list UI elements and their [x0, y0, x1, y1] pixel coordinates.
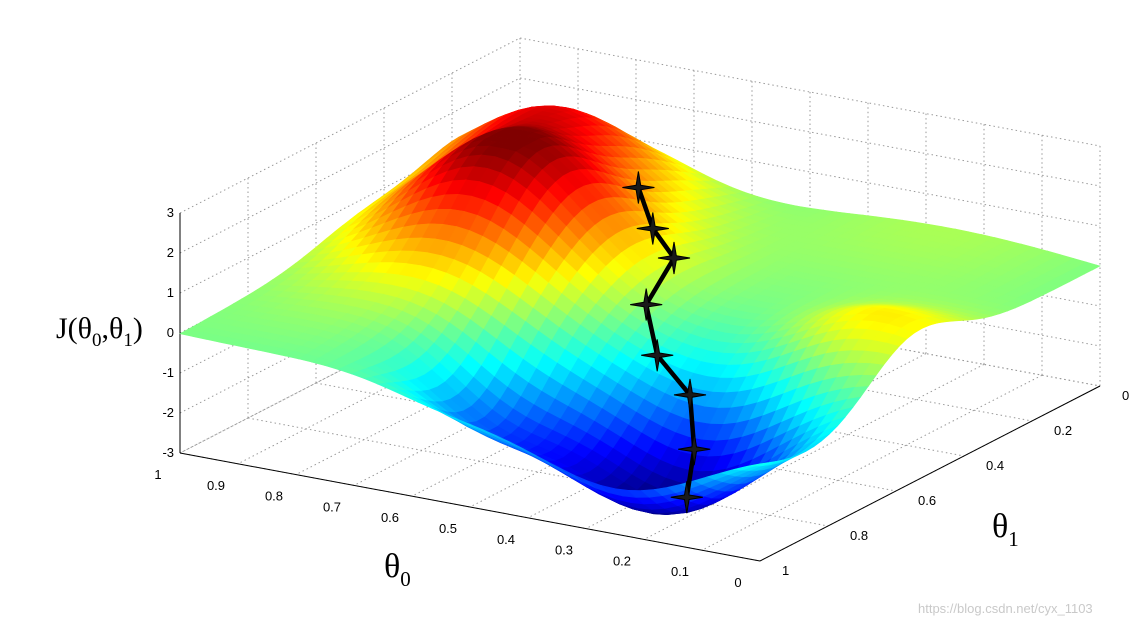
- descent-step-marker: [636, 212, 669, 245]
- x-tick-label: 0.2: [613, 553, 631, 568]
- surface-patch: [746, 462, 768, 467]
- z-tick-label: 1: [167, 285, 174, 300]
- x-tick-label: 0.4: [497, 532, 515, 547]
- x-tick-label: 0.8: [265, 489, 283, 504]
- z-tick-label: -1: [162, 365, 174, 380]
- grid-line: [179, 117, 1101, 294]
- x-tick-label: 0.7: [323, 499, 341, 514]
- x-axis-line: [179, 452, 761, 562]
- y-axis-line: [759, 385, 1101, 562]
- grid-line: [179, 37, 1101, 214]
- grid-line: [383, 347, 965, 457]
- descent-step-marker: [630, 288, 663, 321]
- z-tick-label: -3: [162, 445, 174, 460]
- y-axis-title: θ1: [992, 508, 1019, 551]
- descent-step-marker: [670, 481, 703, 514]
- z-tick-label: -2: [162, 405, 174, 420]
- x-tick-label: 1: [154, 467, 161, 482]
- z-axis-title: J(θ0,θ1): [56, 312, 143, 351]
- y-tick-label: 0.6: [918, 493, 936, 508]
- grid-line: [179, 77, 1101, 254]
- grid-line: [315, 382, 897, 492]
- descent-step-marker: [622, 171, 655, 204]
- grid-line: [643, 363, 985, 540]
- descent-step-marker: [657, 241, 691, 275]
- tick-labels: 0 0.1 0.2 0.3 0.4 0.5 0.6 0.7 0.8 0.9 1 0 0.2 0.4 0.6 0…: [154, 205, 1129, 590]
- grid-line: [451, 312, 1033, 422]
- y-tick-label: 0.2: [1054, 423, 1072, 438]
- descent-step-marker: [641, 339, 674, 372]
- descent-path: [622, 171, 711, 514]
- x-tick-label: 0: [734, 575, 741, 590]
- surface-mesh: [179, 105, 1101, 516]
- grid-line: [247, 417, 829, 527]
- x-axis-title: θ0: [384, 548, 411, 591]
- grid-line: [701, 374, 1043, 551]
- x-tick-label: 0.9: [207, 478, 225, 493]
- z-tick-label: 2: [167, 245, 174, 260]
- z-tick-label: 3: [167, 205, 174, 220]
- z-tick-label: 0: [167, 325, 174, 340]
- y-tick-label: 0: [1122, 388, 1129, 403]
- x-tick-label: 0.1: [671, 564, 689, 579]
- x-tick-label: 0.6: [381, 510, 399, 525]
- y-tick-label: 1: [782, 563, 789, 578]
- descent-step-marker: [673, 378, 707, 411]
- y-tick-label: 0.4: [986, 458, 1004, 473]
- x-tick-label: 0.5: [439, 521, 457, 536]
- grid-line: [179, 277, 1101, 454]
- y-tick-label: 0.8: [850, 528, 868, 543]
- watermark-text: https://blog.csdn.net/cyx_1103: [918, 601, 1093, 616]
- descent-step-marker: [678, 433, 711, 466]
- x-tick-label: 0.3: [555, 543, 573, 558]
